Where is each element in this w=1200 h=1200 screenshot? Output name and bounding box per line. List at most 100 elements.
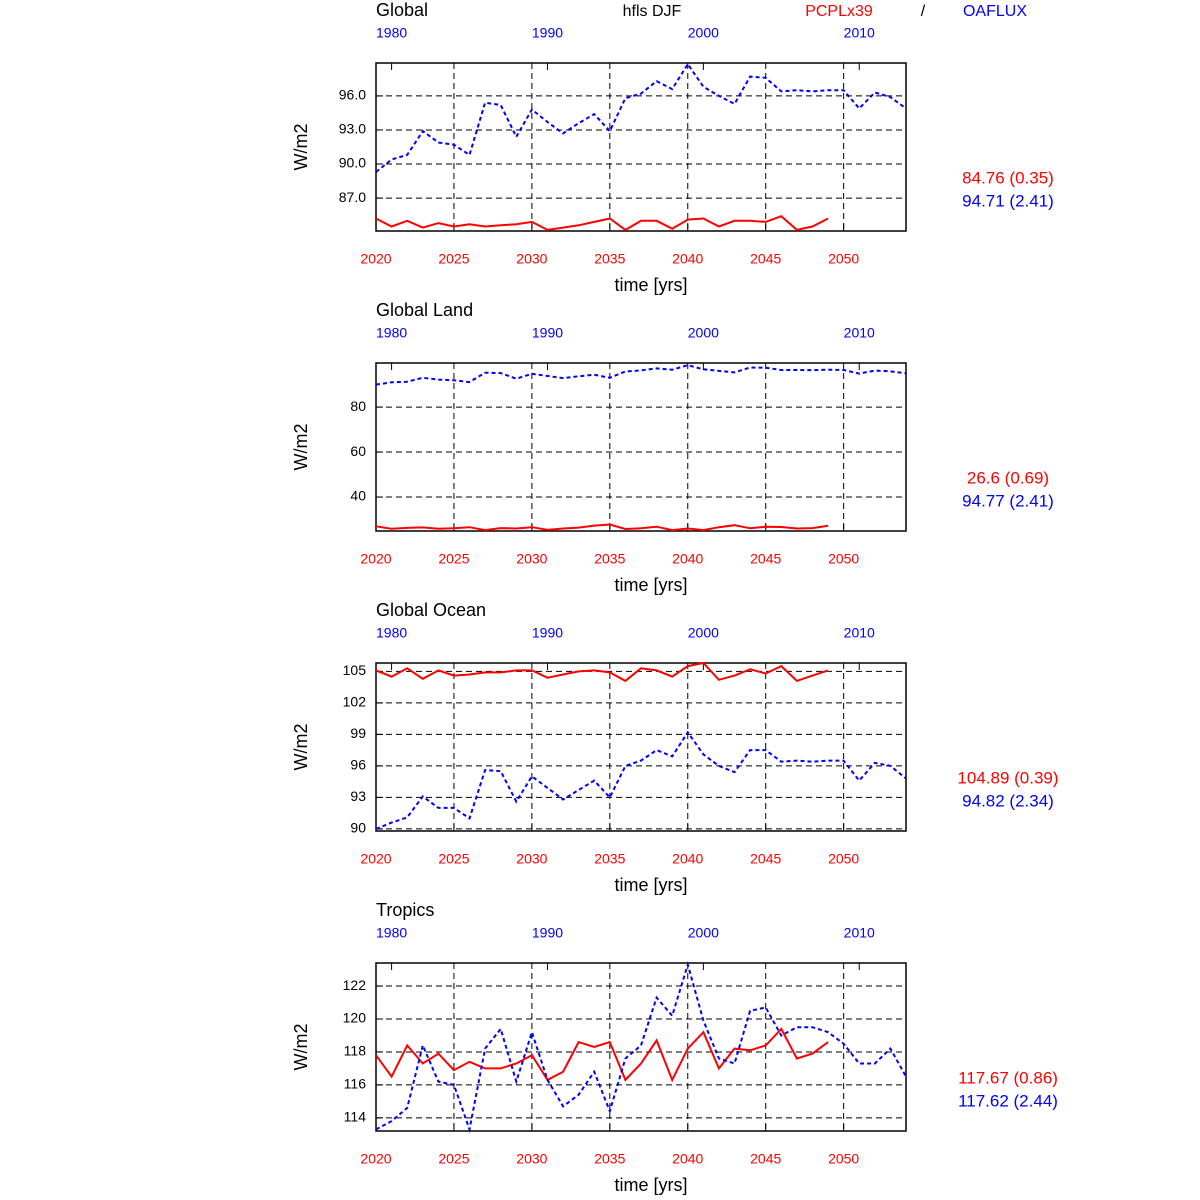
plot-frame (375, 962, 907, 1132)
x-tick-label: 2050 (828, 251, 859, 267)
x-tick-label: 2025 (438, 251, 469, 267)
x-tick-label: 2025 (438, 851, 469, 867)
x-tick-label: 2040 (672, 851, 703, 867)
series-line (375, 661, 829, 683)
x2-tick-label: 1990 (532, 925, 563, 941)
x2-tick-label: 1990 (532, 625, 563, 641)
plot-frame (375, 362, 907, 532)
x2-tick-label: 1980 (376, 625, 407, 641)
x-tick-label: 2035 (594, 551, 625, 567)
y-tick-label: 87.0 (339, 189, 366, 205)
y-tick-label: 99 (350, 725, 366, 741)
x2-tick-label: 2010 (844, 325, 875, 341)
x-tick-label: 2020 (360, 1151, 391, 1167)
x-axis-label: time [yrs] (614, 875, 687, 895)
x2-tick-label: 1990 (532, 25, 563, 41)
series-line (375, 1027, 829, 1083)
y-tick-label: 116 (344, 1076, 367, 1092)
x2-tick-label: 2000 (688, 625, 719, 641)
series-line (375, 523, 829, 532)
x2-tick-label: 1990 (532, 325, 563, 341)
plot-frame (375, 662, 907, 832)
series-line (375, 364, 907, 386)
x-tick-label: 2035 (594, 851, 625, 867)
y-axis-label: W/m2 (291, 124, 311, 171)
x2-tick-label: 2010 (844, 925, 875, 941)
legend-entry: PCPLx39 (805, 3, 873, 20)
chart-title: hfls DJF (623, 3, 682, 20)
x-tick-label: 2050 (828, 851, 859, 867)
x-tick-label: 2040 (672, 1151, 703, 1167)
y-tick-label: 90 (350, 820, 366, 836)
x-tick-label: 2045 (750, 1151, 781, 1167)
y-axis-label: W/m2 (291, 424, 311, 471)
y-tick-label: 93.0 (339, 121, 366, 137)
summary-label: 117.67 (0.86) (958, 1068, 1058, 1087)
x-tick-label: 2050 (828, 1151, 859, 1167)
x-tick-label: 2025 (438, 1151, 469, 1167)
y-tick-label: 120 (343, 1010, 367, 1026)
y-axis-label: W/m2 (291, 1024, 311, 1071)
legend-entry: OAFLUX (963, 3, 1027, 20)
y-tick-label: 102 (343, 694, 367, 710)
summary-label: 94.77 (2.41) (962, 491, 1054, 510)
x-tick-label: 2035 (594, 1151, 625, 1167)
x2-tick-label: 2000 (688, 25, 719, 41)
x-tick-label: 2040 (672, 251, 703, 267)
x-tick-label: 2040 (672, 551, 703, 567)
y-tick-label: 93 (350, 788, 366, 804)
y-tick-label: 80 (350, 398, 366, 414)
series-line (375, 961, 907, 1134)
y-tick-label: 118 (344, 1043, 367, 1059)
x-tick-label: 2050 (828, 551, 859, 567)
y-tick-label: 96.0 (339, 87, 366, 103)
x2-tick-label: 1980 (376, 25, 407, 41)
x2-tick-label: 1980 (376, 325, 407, 341)
series-line (375, 730, 907, 830)
y-tick-label: 114 (344, 1109, 367, 1125)
panel-title: Global Land (376, 300, 473, 320)
x-axis-label: time [yrs] (614, 275, 687, 295)
summary-label: 26.6 (0.69) (967, 468, 1049, 487)
x2-tick-label: 2000 (688, 925, 719, 941)
x2-tick-label: 1980 (376, 925, 407, 941)
plot-frame (375, 62, 907, 232)
x-axis-label: time [yrs] (614, 1175, 687, 1195)
x2-tick-label: 2000 (688, 325, 719, 341)
x-tick-label: 2020 (360, 551, 391, 567)
y-axis-label: W/m2 (291, 724, 311, 771)
y-tick-label: 90.0 (339, 155, 366, 171)
summary-label: 117.62 (2.44) (958, 1091, 1058, 1110)
series-line (375, 215, 829, 232)
y-tick-label: 60 (350, 443, 366, 459)
x-tick-label: 2045 (750, 551, 781, 567)
y-tick-label: 105 (343, 662, 367, 678)
x-tick-label: 2020 (360, 251, 391, 267)
x-tick-label: 2030 (516, 551, 547, 567)
x2-tick-label: 2010 (844, 25, 875, 41)
x-tick-label: 2030 (516, 851, 547, 867)
x-tick-label: 2035 (594, 251, 625, 267)
y-tick-label: 40 (350, 488, 366, 504)
panel-title: Tropics (376, 900, 434, 920)
x-tick-label: 2030 (516, 251, 547, 267)
series-line (375, 62, 907, 173)
y-tick-label: 96 (350, 757, 366, 773)
x-tick-label: 2020 (360, 851, 391, 867)
y-tick-label: 122 (343, 977, 367, 993)
panel-title: Global (376, 0, 428, 20)
summary-label: 84.76 (0.35) (962, 168, 1054, 187)
x-tick-label: 2045 (750, 851, 781, 867)
summary-label: 94.71 (2.41) (962, 191, 1054, 210)
x-tick-label: 2030 (516, 1151, 547, 1167)
x-tick-label: 2025 (438, 551, 469, 567)
legend-separator: / (921, 3, 926, 20)
panel-title: Global Ocean (376, 600, 486, 620)
x-tick-label: 2045 (750, 251, 781, 267)
x2-tick-label: 2010 (844, 625, 875, 641)
summary-label: 104.89 (0.39) (957, 768, 1058, 787)
x-axis-label: time [yrs] (614, 575, 687, 595)
summary-label: 94.82 (2.34) (962, 791, 1054, 810)
